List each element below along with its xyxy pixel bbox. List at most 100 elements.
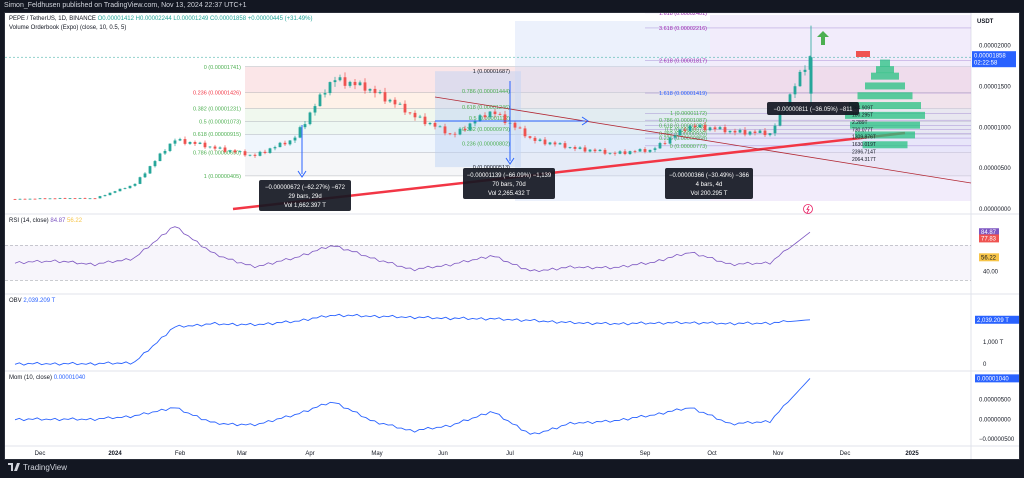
- fib-mid-zone: [435, 71, 521, 168]
- candle-body: [763, 130, 767, 136]
- candle-body: [23, 198, 27, 200]
- price-axis-tick: 0.00002000: [979, 44, 1011, 50]
- candle-body: [98, 196, 102, 199]
- candle-body: [408, 112, 412, 114]
- candle-body: [103, 195, 107, 197]
- candle-body: [803, 69, 807, 72]
- candle-body: [523, 128, 527, 137]
- tradingview-logo[interactable]: TradingView: [8, 463, 67, 472]
- fib-left-level-label: 1 (0.00000405): [204, 174, 241, 180]
- candle-body: [373, 88, 377, 94]
- fib-left-level-label: 0.618 (0.00000915): [193, 132, 241, 138]
- chart-canvas[interactable]: 0 (0.00001741) 0.236 (0.00001426) 0.382 (0…: [5, 13, 1020, 460]
- rsi-ma-value: 56.22: [67, 218, 83, 224]
- candle-body: [628, 151, 632, 155]
- fib-left-zone: [245, 134, 971, 153]
- price-axis-tick: 0.00001000: [979, 125, 1011, 131]
- measure-2-line-3: Vol 2,265.432 T: [488, 191, 530, 197]
- candle-body: [278, 142, 282, 148]
- rsi-price-tag-bg: [979, 234, 999, 243]
- fib-right-level-label: 0.618 (0.00001020): [659, 124, 707, 130]
- candle-body: [243, 151, 247, 156]
- time-axis-label: May: [371, 451, 382, 457]
- fib-left-zone: [245, 121, 971, 135]
- candle-body: [383, 92, 387, 102]
- orderbook-bar: [845, 111, 925, 119]
- measure-2-box: [463, 168, 555, 199]
- candle-body: [663, 143, 667, 144]
- candle-body: [198, 142, 202, 144]
- measure-1-box: [259, 180, 351, 211]
- candle-body: [188, 141, 192, 144]
- candle-body: [608, 152, 612, 154]
- candle-body: [363, 82, 367, 91]
- candle-body: [143, 173, 147, 178]
- candle-body: [513, 122, 517, 128]
- candle-body: [578, 147, 582, 149]
- orderbook-level-label: 1630.019T: [852, 142, 876, 148]
- candle-body: [258, 151, 262, 156]
- candle-body: [778, 112, 782, 126]
- orderbook-bar: [857, 92, 913, 100]
- candle-body: [223, 147, 227, 152]
- candle-body: [253, 154, 257, 156]
- chart-area[interactable]: 0 (0.00001741) 0.236 (0.00001426) 0.382 (0…: [4, 12, 1020, 460]
- candle-body: [453, 133, 457, 135]
- time-axis-label: Jul: [506, 451, 514, 457]
- orderbook-bar: [849, 102, 921, 110]
- rsi-price-tag-bg: [979, 228, 999, 237]
- last-candle-body: [809, 57, 813, 94]
- candle-body: [328, 82, 332, 94]
- orderbook-level-label: 2064.317T: [852, 157, 876, 163]
- candle-body: [158, 153, 162, 162]
- orderbook-level-label: 2396.714T: [852, 149, 876, 155]
- candle-body: [378, 92, 382, 94]
- obv-pane-label: OBV 2,039.209 T: [9, 298, 56, 304]
- measure-3-box: [665, 168, 753, 199]
- obv-value: 2,039.209 T: [23, 298, 56, 304]
- candle-body: [603, 149, 607, 154]
- fib-mid-level-label: 0.5 (0.00001112): [469, 116, 510, 122]
- fib-left-level-label: 0.382 (0.00001231): [193, 106, 241, 112]
- fib-left-level-label: 0.236 (0.00001426): [193, 90, 241, 96]
- candle-body: [553, 142, 557, 145]
- candle-body: [78, 198, 82, 199]
- current-price-tag-bg: [972, 51, 1016, 68]
- rsi-pane-label: RSI (14, close) 84.87 56.22: [9, 218, 83, 224]
- rsi-value: 84.87: [50, 218, 66, 224]
- mom-label: Mom (10, close): [9, 375, 53, 381]
- orderbook-level-label: 730.077T: [852, 127, 873, 133]
- measure-1-line-1: −0.00000672 (−62.27%) −672: [265, 185, 346, 191]
- time-axis-label: 2024: [108, 451, 122, 457]
- candle-body: [173, 140, 177, 144]
- time-axis-label: Aug: [573, 451, 584, 457]
- fib-mid-level-label: 0.618 (0.00001246): [462, 105, 510, 111]
- candle-body: [83, 198, 87, 199]
- candle-body: [693, 125, 697, 128]
- measure-4-box: [767, 102, 859, 115]
- candle-body: [758, 130, 762, 133]
- volume-orderbook-label: Volume Orderbook (Expo) (close, 10, 0.5,…: [9, 25, 127, 31]
- candle-body: [388, 99, 392, 102]
- candle-body: [448, 133, 452, 135]
- measure-2-time-arrowhead: [581, 116, 589, 126]
- candle-body: [463, 128, 467, 131]
- candle-body: [318, 94, 322, 107]
- measure-4-line-1: −0.00000811 (−36.05%) −811: [773, 107, 853, 113]
- candle-body: [263, 151, 267, 153]
- candle-body: [53, 198, 57, 200]
- candle-body: [483, 115, 487, 118]
- candle-body: [548, 142, 552, 145]
- currency-label[interactable]: USDT: [977, 19, 994, 25]
- symbol-title: PEPE / TetherUS, 1D, BINANCE O0.00001412…: [9, 16, 312, 22]
- candle-body: [618, 151, 622, 154]
- mom-axis-tick: −0.00000500: [979, 437, 1015, 443]
- candle-body: [413, 112, 417, 118]
- time-axis-label: Feb: [175, 451, 186, 457]
- candle-body: [593, 149, 597, 152]
- fib-mid-level-label: 0.382 (0.00000979): [462, 127, 510, 133]
- candle-body: [703, 124, 707, 131]
- resistance-trendline: [434, 96, 972, 184]
- orderbook-level-label: 1309.876T: [852, 135, 876, 141]
- candle-body: [503, 114, 507, 124]
